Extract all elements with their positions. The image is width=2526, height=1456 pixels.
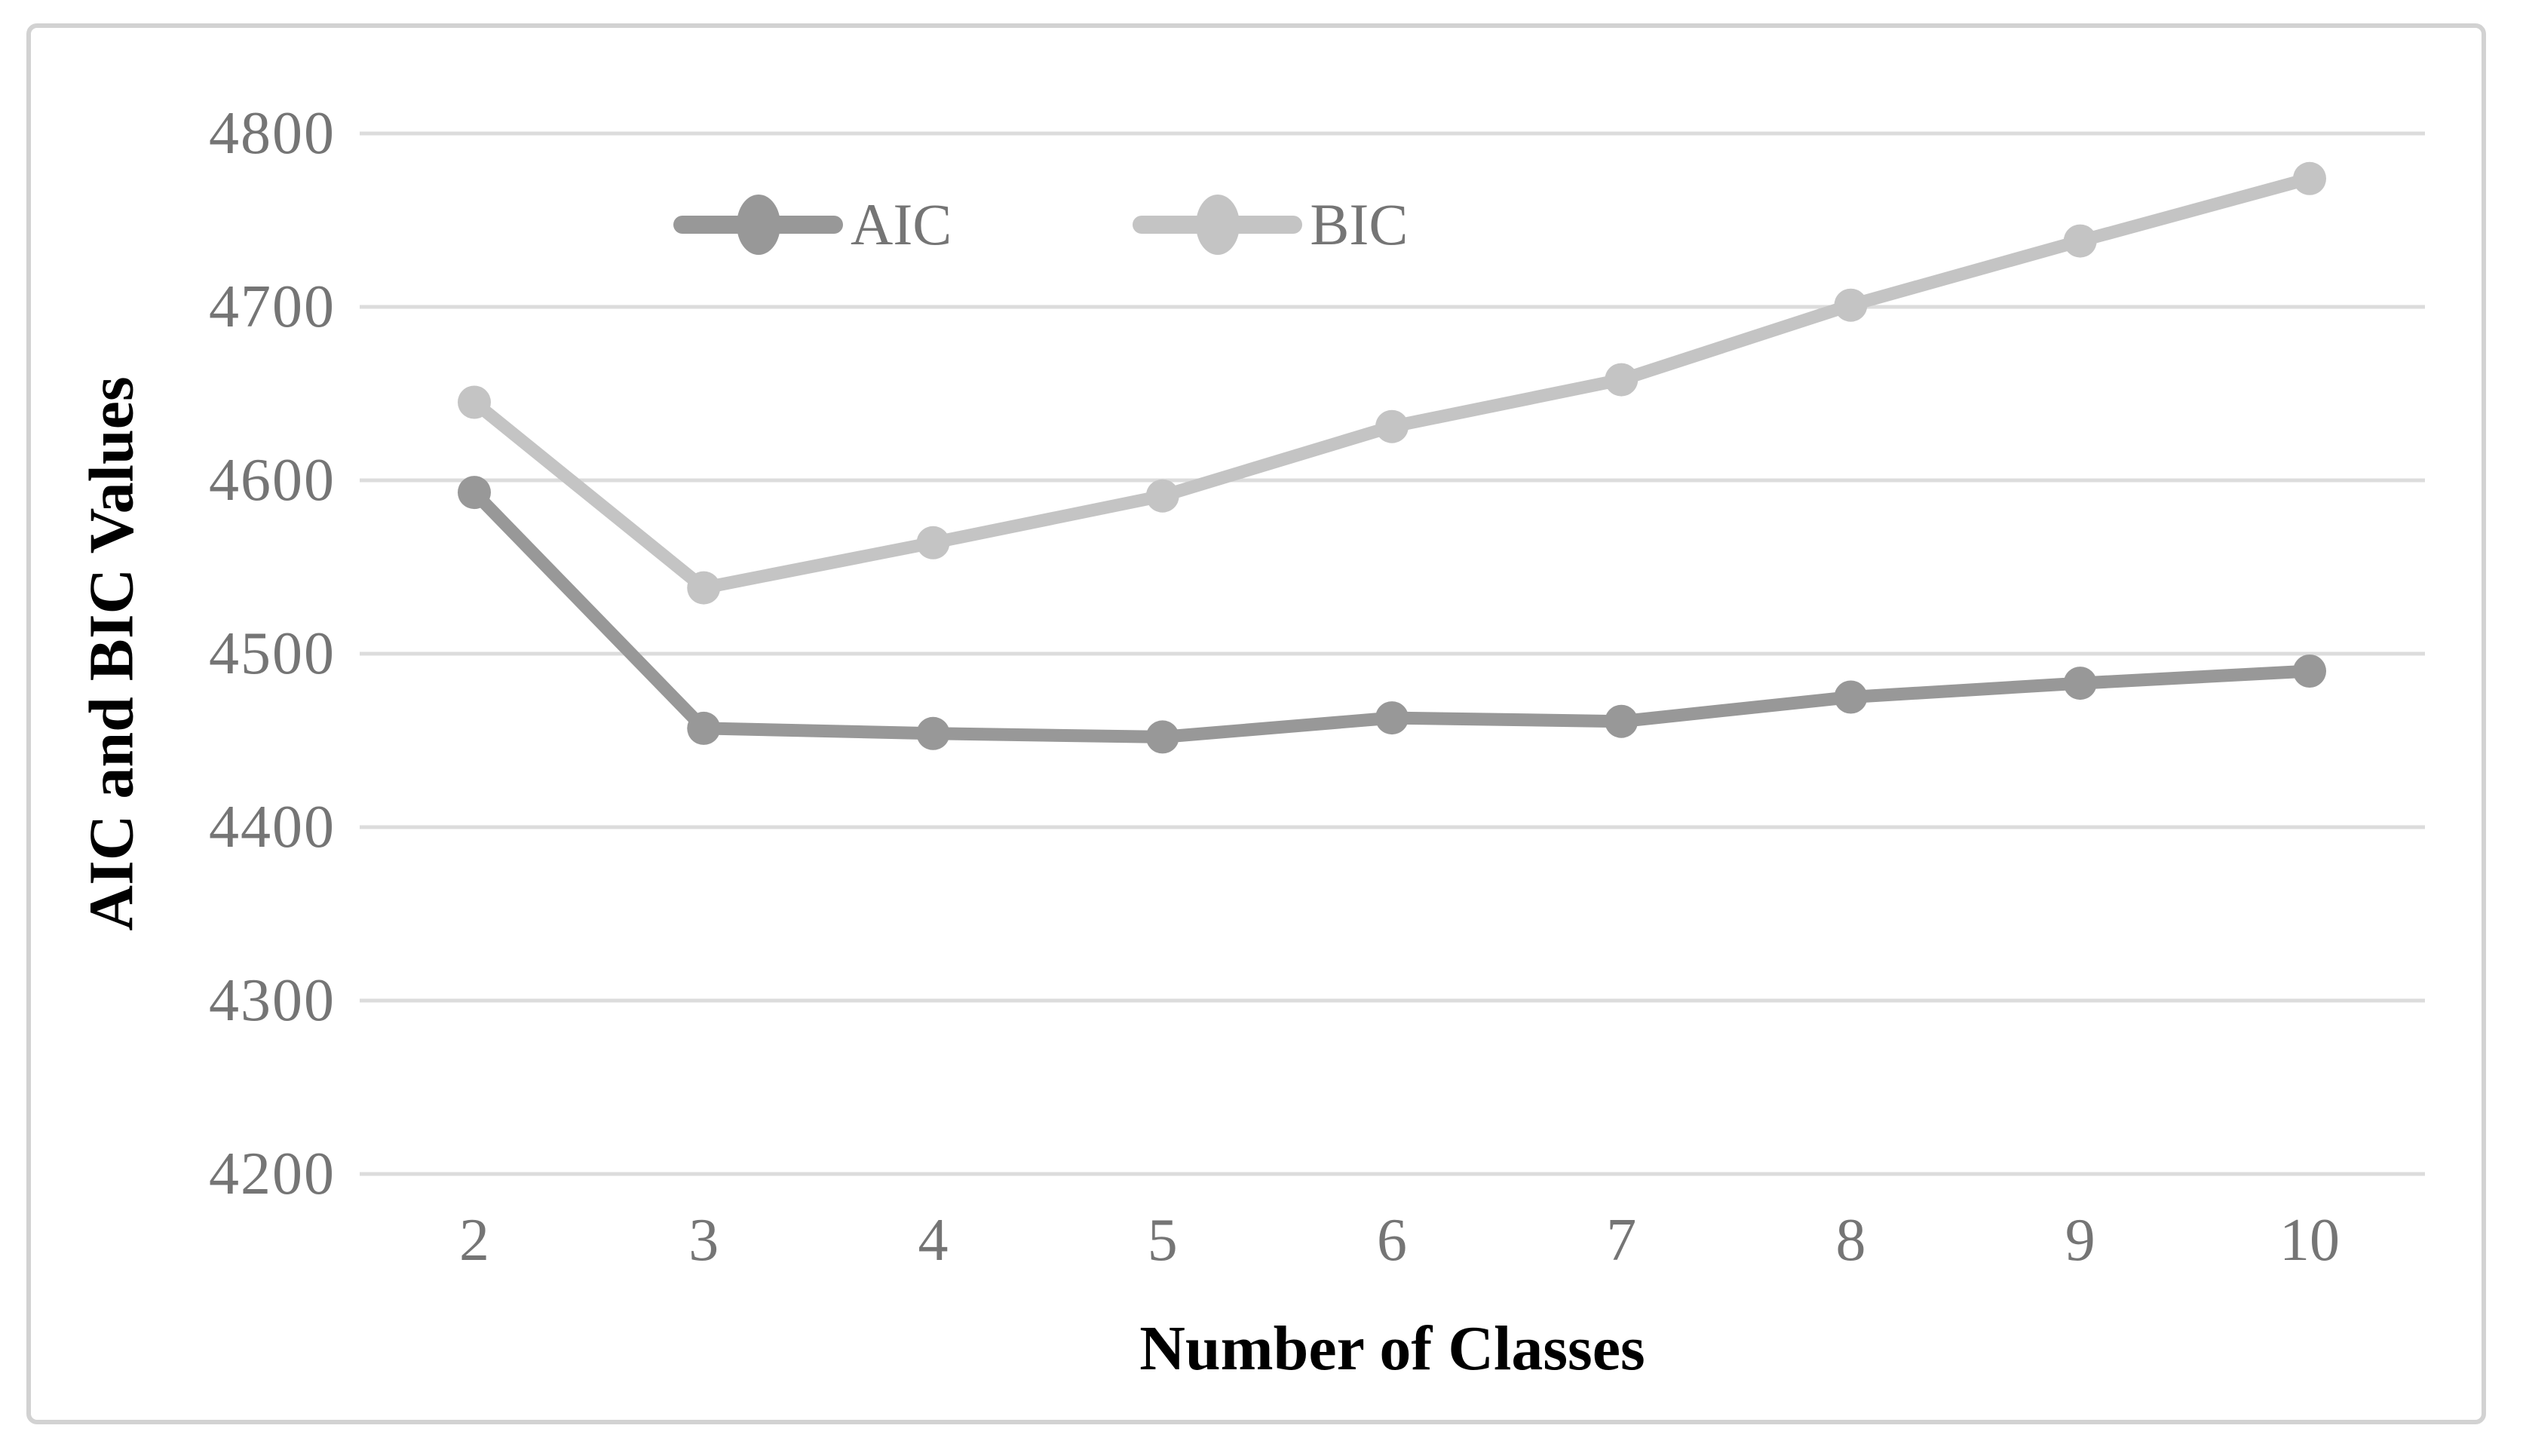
data-point-aic-7	[1605, 704, 1639, 738]
y-axis-title: AIC and BIC Values	[76, 376, 147, 931]
data-point-aic-9	[2063, 667, 2097, 700]
data-point-aic-2	[458, 476, 491, 510]
data-point-aic-5	[1145, 720, 1179, 754]
data-point-bic-7	[1605, 363, 1639, 397]
legend-marker-icon	[1133, 195, 1303, 255]
series-line-aic	[467, 486, 2316, 743]
data-point-bic-5	[1145, 479, 1179, 513]
legend-item-bic: BIC	[1133, 187, 1408, 262]
y-tick-label-4700: 4700	[209, 274, 336, 340]
data-point-aic-6	[1375, 701, 1409, 735]
data-point-bic-6	[1375, 409, 1409, 443]
y-tick-label-4800: 4800	[209, 100, 336, 167]
legend-dot-icon	[1195, 195, 1240, 255]
x-tick-label-9: 9	[2065, 1207, 2095, 1274]
data-point-aic-4	[916, 716, 950, 750]
x-tick-label-5: 5	[1147, 1207, 1178, 1274]
data-point-bic-10	[2293, 161, 2326, 195]
legend-item-aic: AIC	[673, 187, 952, 262]
data-point-bic-4	[916, 526, 950, 559]
y-tick-label-4200: 4200	[209, 1141, 336, 1207]
x-tick-label-4: 4	[918, 1207, 949, 1274]
y-tick-label-4300: 4300	[209, 967, 336, 1034]
legend-marker-icon	[673, 195, 843, 255]
data-point-bic-2	[458, 385, 491, 419]
x-tick-label-7: 7	[1606, 1207, 1637, 1274]
data-point-aic-3	[687, 711, 721, 745]
x-tick-label-6: 6	[1377, 1207, 1407, 1274]
data-point-aic-10	[2293, 654, 2326, 688]
legend-dot-icon	[736, 195, 780, 255]
y-tick-label-4600: 4600	[209, 447, 336, 513]
y-tick-label-4400: 4400	[209, 794, 336, 860]
x-tick-label-3: 3	[688, 1207, 719, 1274]
x-tick-label-10: 10	[2279, 1207, 2340, 1274]
legend-label-bic: BIC	[1310, 192, 1409, 257]
x-tick-label-8: 8	[1835, 1207, 1866, 1274]
data-point-aic-8	[1834, 680, 1868, 714]
x-axis-title: Number of Classes	[1139, 1313, 1645, 1384]
legend-label-aic: AIC	[851, 192, 952, 257]
data-point-bic-8	[1834, 288, 1868, 322]
y-tick-label-4500: 4500	[209, 621, 336, 687]
x-tick-label-2: 2	[459, 1207, 489, 1274]
data-point-bic-9	[2063, 224, 2097, 258]
legend: AIC BIC	[673, 187, 1408, 262]
data-point-bic-3	[687, 571, 721, 605]
